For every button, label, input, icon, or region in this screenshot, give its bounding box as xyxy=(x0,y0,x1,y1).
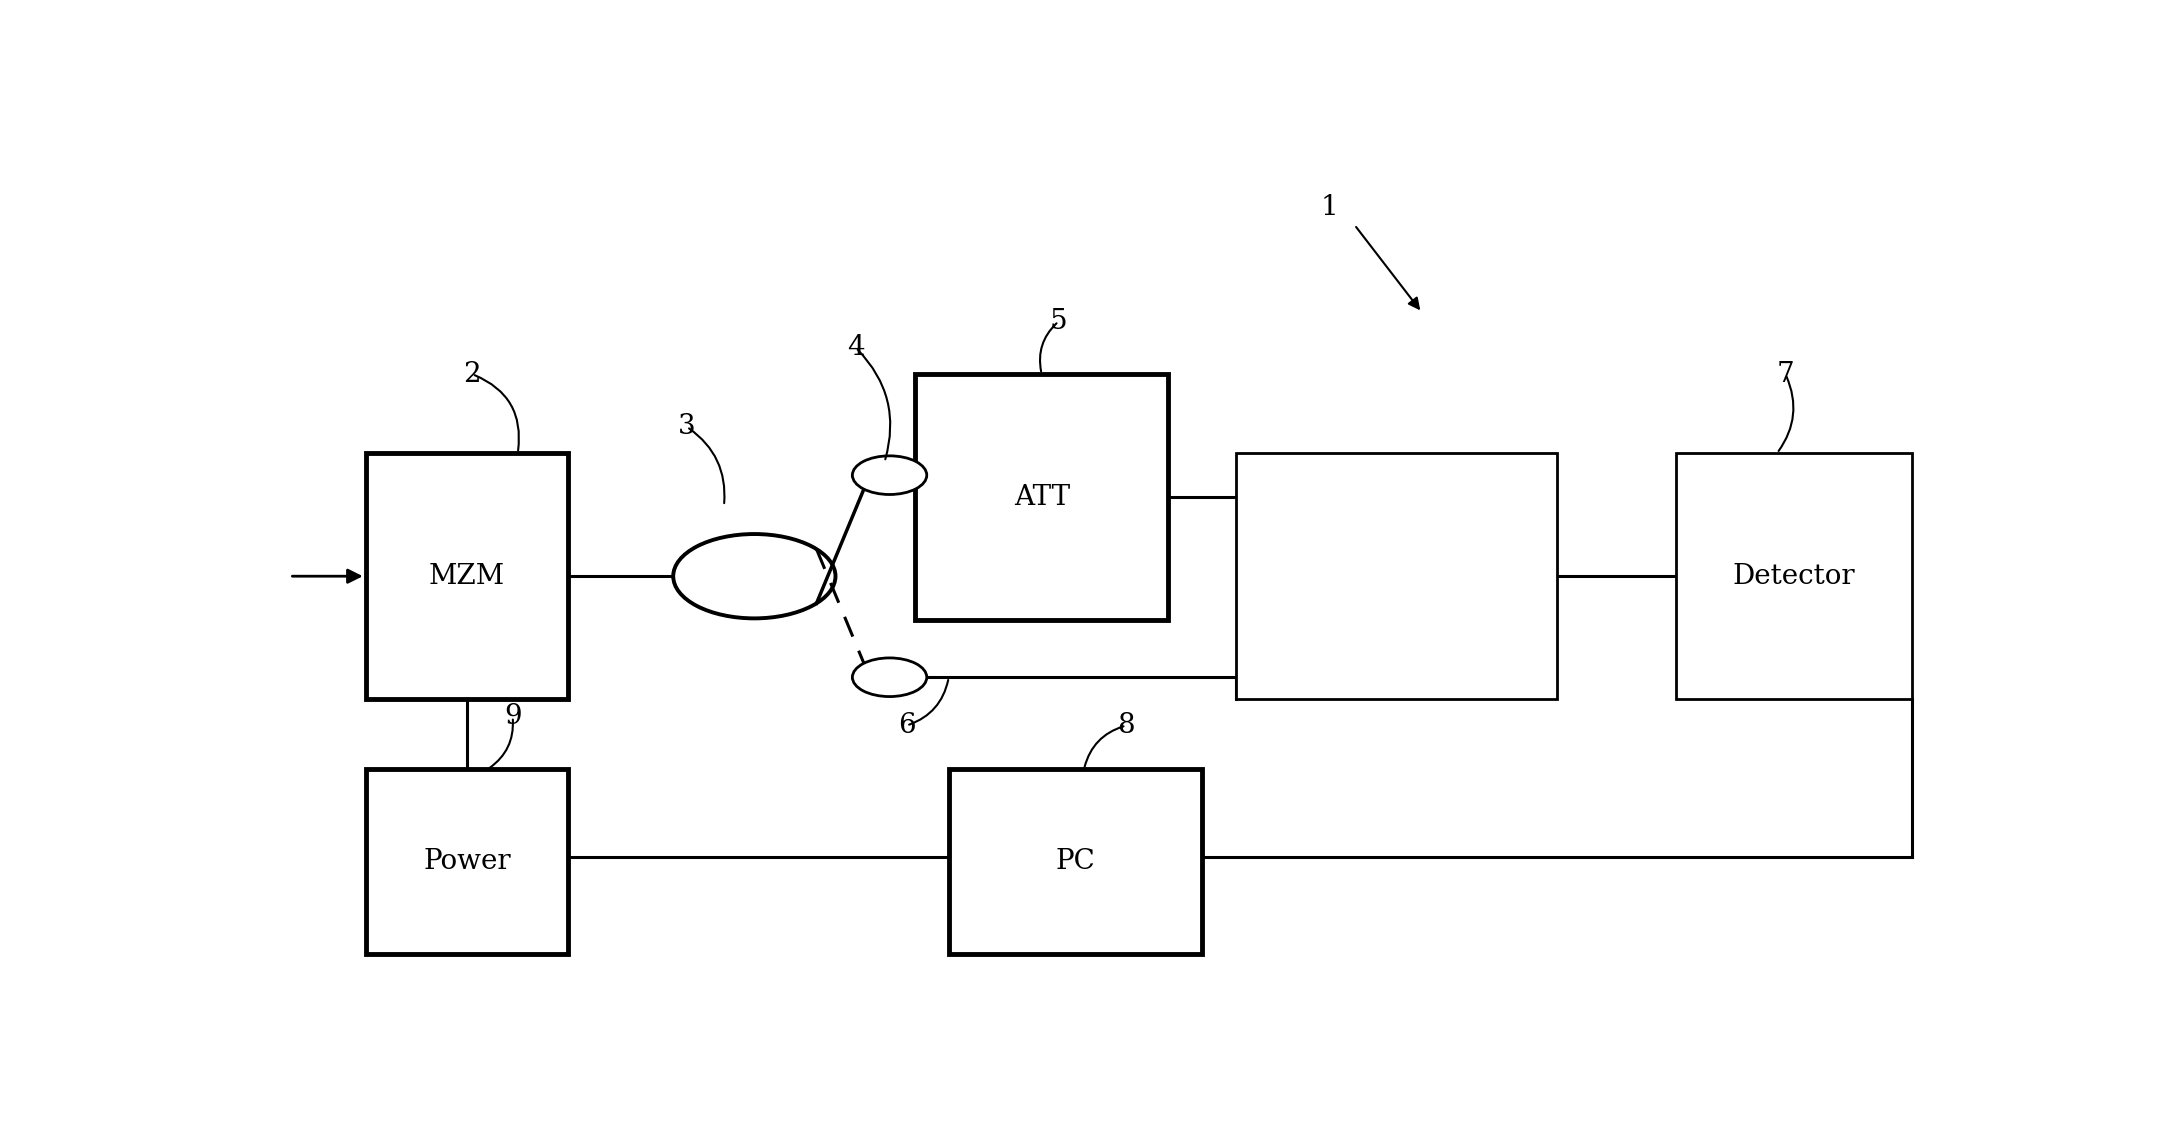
Text: 1: 1 xyxy=(1320,194,1337,220)
Bar xyxy=(949,769,1202,954)
Bar xyxy=(916,374,1169,621)
Text: 5: 5 xyxy=(1049,308,1067,335)
Text: 2: 2 xyxy=(462,361,480,388)
Text: 7: 7 xyxy=(1778,361,1795,388)
Bar xyxy=(1237,453,1557,699)
Text: 3: 3 xyxy=(678,413,696,440)
Text: MZM: MZM xyxy=(430,563,506,590)
Text: Detector: Detector xyxy=(1732,563,1856,590)
Text: 4: 4 xyxy=(846,334,864,362)
Circle shape xyxy=(853,456,927,494)
Bar xyxy=(366,453,569,699)
Bar xyxy=(1675,453,1913,699)
Text: 6: 6 xyxy=(899,712,916,739)
Text: ATT: ATT xyxy=(1014,484,1069,511)
Circle shape xyxy=(853,658,927,696)
Text: 8: 8 xyxy=(1117,712,1134,739)
Bar xyxy=(366,769,569,954)
Text: Power: Power xyxy=(423,848,510,875)
Circle shape xyxy=(674,534,835,618)
Text: 9: 9 xyxy=(504,703,521,730)
Text: PC: PC xyxy=(1056,848,1095,875)
